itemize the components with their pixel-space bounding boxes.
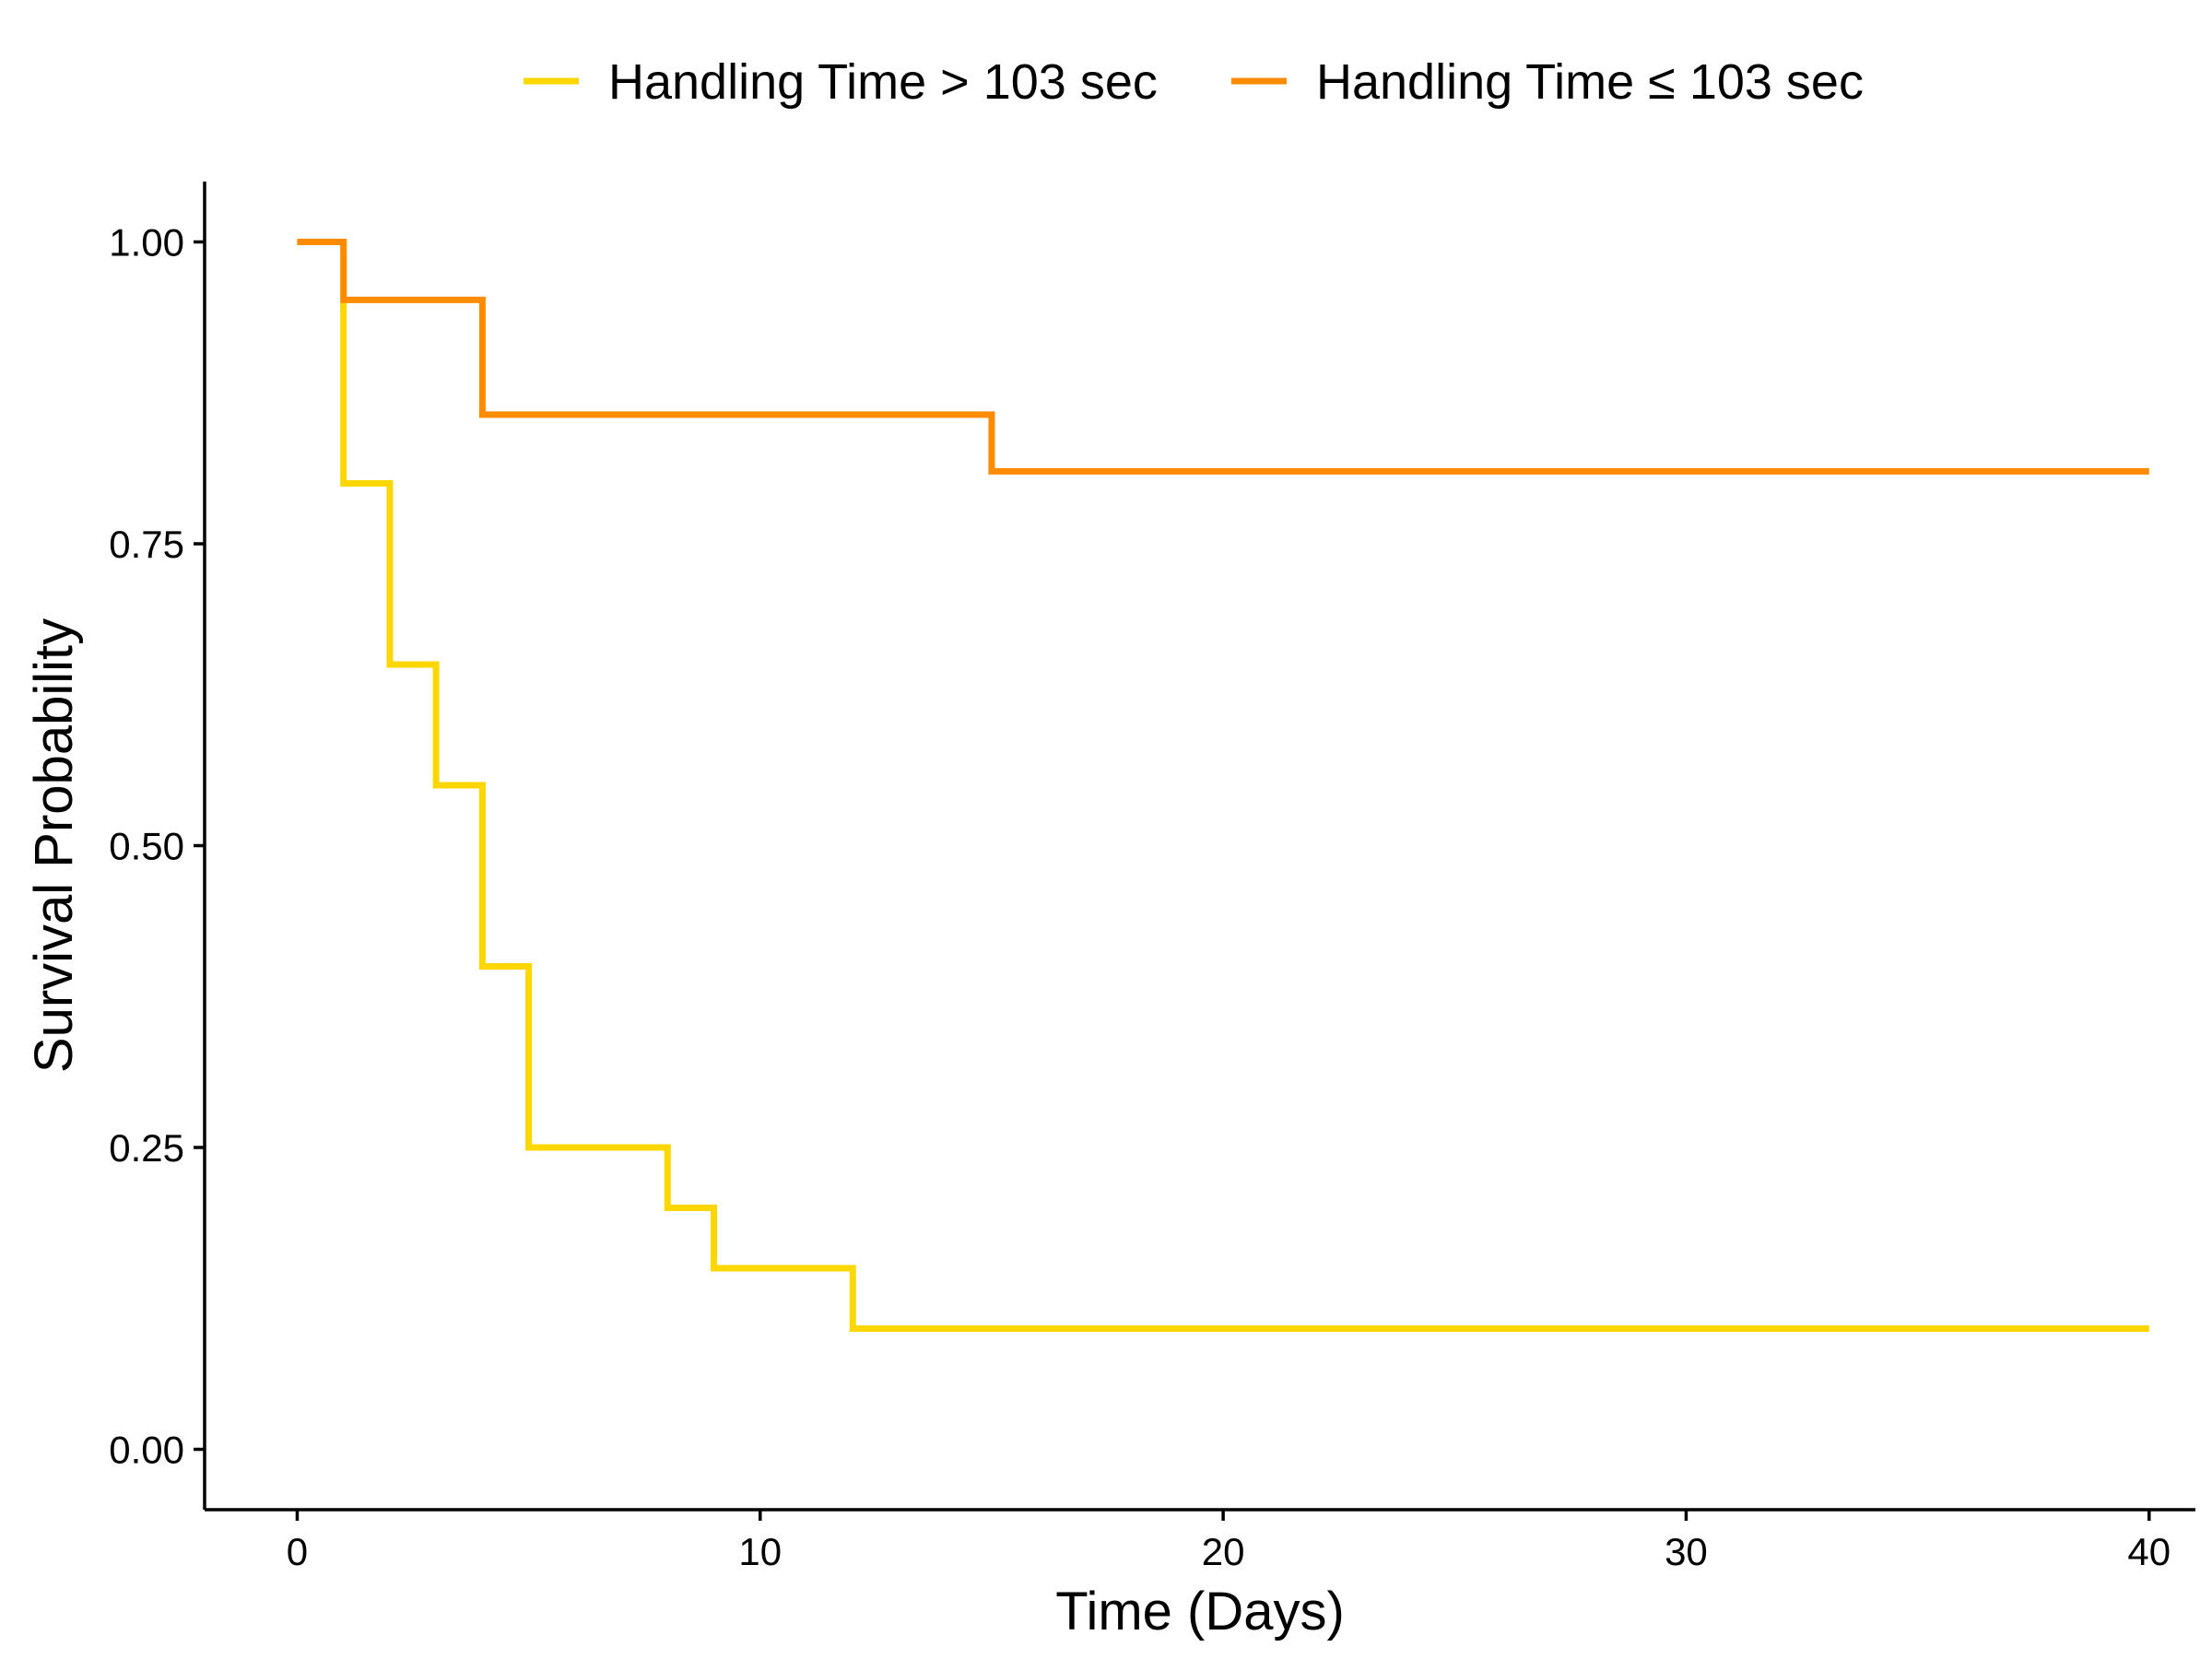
legend-label-1: Handling Time > 103 sec: [608, 54, 1158, 110]
plot-series: [297, 239, 2149, 1332]
y-axis-ticks: 0.00 0.25 0.50 0.75 1.00: [109, 221, 205, 1472]
legend-label-2: Handling Time ≤ 103 sec: [1316, 54, 1864, 110]
y-tick-label: 0.25: [109, 1126, 184, 1170]
series-line-2: [297, 239, 2149, 475]
x-axis-ticks: 0 10 20 30 40: [287, 1510, 2171, 1573]
x-tick-label: 10: [738, 1530, 782, 1573]
x-tick-label: 30: [1665, 1530, 1708, 1573]
legend: Handling Time > 103 sec Handling Time ≤ 1…: [524, 54, 1864, 110]
y-tick-label: 0.50: [109, 825, 184, 868]
x-tick-label: 20: [1202, 1530, 1245, 1573]
y-tick-label: 1.00: [109, 221, 184, 265]
y-tick-label: 0.75: [109, 523, 184, 566]
y-axis-title: Survival Probability: [24, 618, 84, 1073]
x-tick-label: 0: [287, 1530, 308, 1573]
series-line-1: [297, 239, 2149, 1332]
x-tick-label: 40: [2127, 1530, 2171, 1573]
y-tick-label: 0.00: [109, 1429, 184, 1472]
x-axis-title: Time (Days): [1055, 1582, 1345, 1641]
